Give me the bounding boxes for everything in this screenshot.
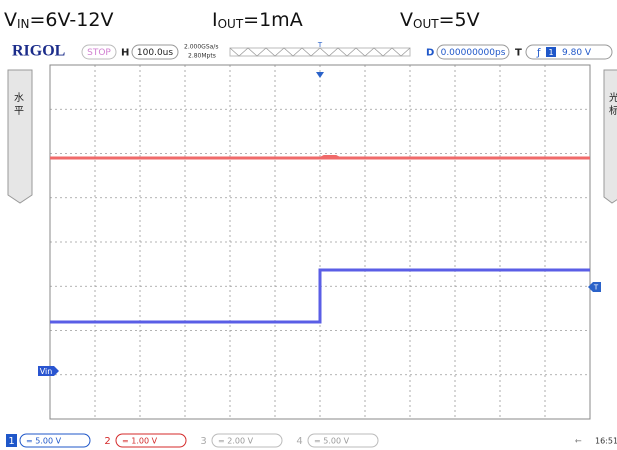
vin-label: VIN=6V-12V: [4, 9, 113, 31]
right-menu-char: 光: [609, 91, 617, 104]
left-menu-char: 平: [14, 106, 24, 117]
h-label: H: [121, 48, 129, 59]
memory-pattern: [229, 47, 411, 57]
clock: 16:51: [595, 437, 617, 446]
channel-scale-pill: [115, 433, 187, 448]
sample-rate: 2.000GSa/s: [184, 44, 218, 51]
channel-scale: = 2.00 V: [218, 437, 254, 446]
right-menu[interactable]: [603, 69, 617, 204]
trigger-channel: 1: [548, 48, 553, 57]
trigger-position: [316, 72, 324, 78]
trigger-level-marker-label: T: [593, 284, 599, 292]
delay-pill: [436, 44, 510, 60]
trigger-level: 9.80 V: [562, 48, 592, 58]
channel-scale: = 5.00 V: [26, 437, 62, 446]
trace-ch1: [50, 268, 590, 324]
channel-number: 3: [200, 436, 206, 447]
channel-bar: 1 = 5.00 V 2 = 1.00 V 3 = 2.00 V 4 = 5.00 V: [6, 433, 379, 448]
channel-marker: [38, 366, 59, 376]
status: STOP: [87, 48, 111, 58]
status-pill: [81, 44, 117, 60]
channel-number: 1: [8, 436, 14, 447]
right-menu-char: 标: [609, 105, 617, 117]
channel-number-box: [6, 434, 17, 447]
left-menu[interactable]: [7, 69, 33, 204]
trace-ch2-step: [319, 155, 341, 159]
trigger-edge: ƒ: [536, 48, 541, 59]
usb-icon: ⇽: [575, 437, 582, 446]
trigger-level-marker: [588, 282, 601, 292]
channel-scale: = 5.00 V: [314, 437, 350, 446]
iout-label: IOUT=1mA: [212, 9, 303, 31]
channel-scale-pill: [211, 433, 283, 448]
d-label: D: [426, 48, 434, 59]
channel-number: 2: [104, 436, 110, 447]
channel-number: 4: [296, 436, 302, 447]
timebase: 100.0us: [137, 48, 173, 58]
trigger-top-marker: T: [317, 41, 323, 49]
channel-scale-pill: [19, 433, 91, 448]
memory-bar: [229, 47, 411, 57]
trigger-pill: [525, 44, 613, 60]
memory-depth: 2.80Mpts: [188, 53, 216, 60]
channel-scale-pill: [307, 433, 379, 448]
delay: 0.00000000ps: [441, 48, 506, 58]
channel-scale: = 1.00 V: [122, 437, 158, 446]
grid-frame: [49, 64, 591, 420]
timebase-pill: [131, 44, 179, 60]
channel-marker-label: Vin: [40, 367, 53, 376]
grid: [50, 65, 590, 419]
trigger-channel-box: [546, 47, 556, 57]
left-menu-char: 水: [14, 92, 24, 104]
t-label: T: [515, 48, 522, 59]
brand: RIGOL: [12, 43, 65, 60]
vout-label: VOUT=5V: [400, 9, 480, 31]
